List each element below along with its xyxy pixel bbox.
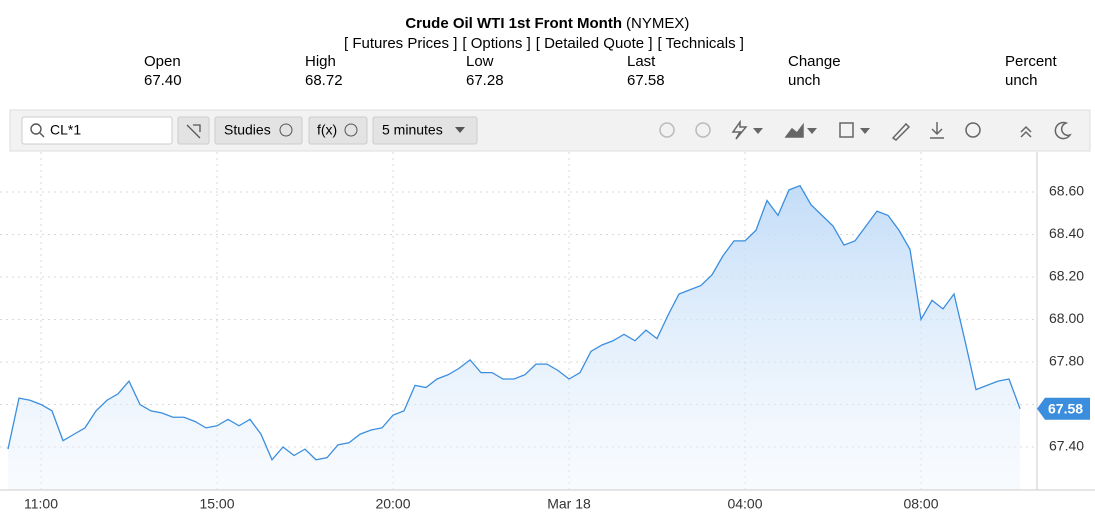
stats: Open 67.40 High 68.72 Low 67.28 Last 67.58 Chang…: [144, 53, 1058, 89]
stat-value: 67.58: [627, 72, 665, 89]
stat-label: Low: [466, 53, 494, 70]
stat-value: 68.72: [305, 72, 343, 89]
dropdown-icon: [455, 127, 465, 133]
chart-type-icon[interactable]: [784, 122, 804, 138]
compare-button[interactable]: [177, 116, 210, 145]
undo-icon[interactable]: [659, 122, 675, 138]
toolbar-icons: [659, 119, 1072, 141]
links: [ Futures Prices ] [ Options ] [ Detailed …: [344, 35, 744, 52]
x-tick-label: 15:00: [199, 496, 234, 512]
x-tick-label: Mar 18: [547, 496, 591, 512]
download-icon[interactable]: [930, 122, 944, 139]
plus-icon: [279, 123, 293, 137]
stat-value: 67.40: [144, 72, 182, 89]
studies-label: Studies: [224, 122, 271, 138]
interval-button[interactable]: [372, 116, 478, 145]
price-marker: [1037, 397, 1090, 420]
title: Crude Oil WTI 1st Front Month: [405, 15, 622, 32]
fx-label: f(x): [317, 122, 337, 138]
search-icon: [30, 123, 42, 135]
y-tick-label: 67.40: [1049, 438, 1084, 454]
y-tick-label: 68.60: [1049, 183, 1084, 199]
line: [7, 184, 1021, 461]
draw-icon[interactable]: [891, 122, 911, 141]
stat-label: Change: [788, 53, 841, 70]
stat-value: unch: [1005, 72, 1038, 89]
compare-icon: [186, 124, 201, 139]
toolbar-carets: [753, 128, 870, 134]
header-link[interactable]: [ Futures Prices ]: [344, 35, 457, 52]
stat-label: Percent: [1005, 53, 1058, 70]
header-link[interactable]: [ Detailed Quote ]: [536, 35, 653, 52]
y-tick-label: 67.80: [1049, 353, 1084, 369]
x-tick-label: 08:00: [903, 496, 938, 512]
settings-icon[interactable]: [965, 122, 981, 138]
search-box[interactable]: [21, 116, 173, 145]
interval-label: 5 minutes: [382, 122, 443, 138]
y-tick-label: 68.00: [1049, 310, 1084, 326]
stat-label: High: [305, 53, 336, 70]
x-tick-label: 20:00: [375, 496, 410, 512]
symbol: CL*1: [50, 122, 81, 138]
search-icon: [39, 132, 45, 138]
collapse-icon[interactable]: [1020, 125, 1032, 138]
exchange: (NYMEX): [626, 15, 689, 32]
x-tick-label: 04:00: [727, 496, 762, 512]
header-link[interactable]: [ Options ]: [462, 35, 530, 52]
area: [8, 185, 1020, 490]
layout-icon[interactable]: [839, 122, 854, 138]
y-tick-label: 68.40: [1049, 225, 1084, 241]
header-link[interactable]: [ Technicals ]: [657, 35, 743, 52]
stat-label: Last: [627, 53, 656, 70]
theme-icon[interactable]: [1054, 121, 1072, 140]
stat-value: 67.28: [466, 72, 504, 89]
stat-value: unch: [788, 72, 821, 89]
studies-button[interactable]: [214, 116, 303, 145]
plus-icon: [344, 123, 358, 137]
x-tick-label: 11:00: [24, 496, 58, 512]
redo-icon[interactable]: [695, 122, 711, 138]
price-marker-label: 67.58: [1048, 400, 1083, 416]
stat-label: Open: [144, 53, 181, 70]
events-icon[interactable]: [731, 119, 748, 140]
y-tick-label: 68.20: [1049, 268, 1084, 284]
